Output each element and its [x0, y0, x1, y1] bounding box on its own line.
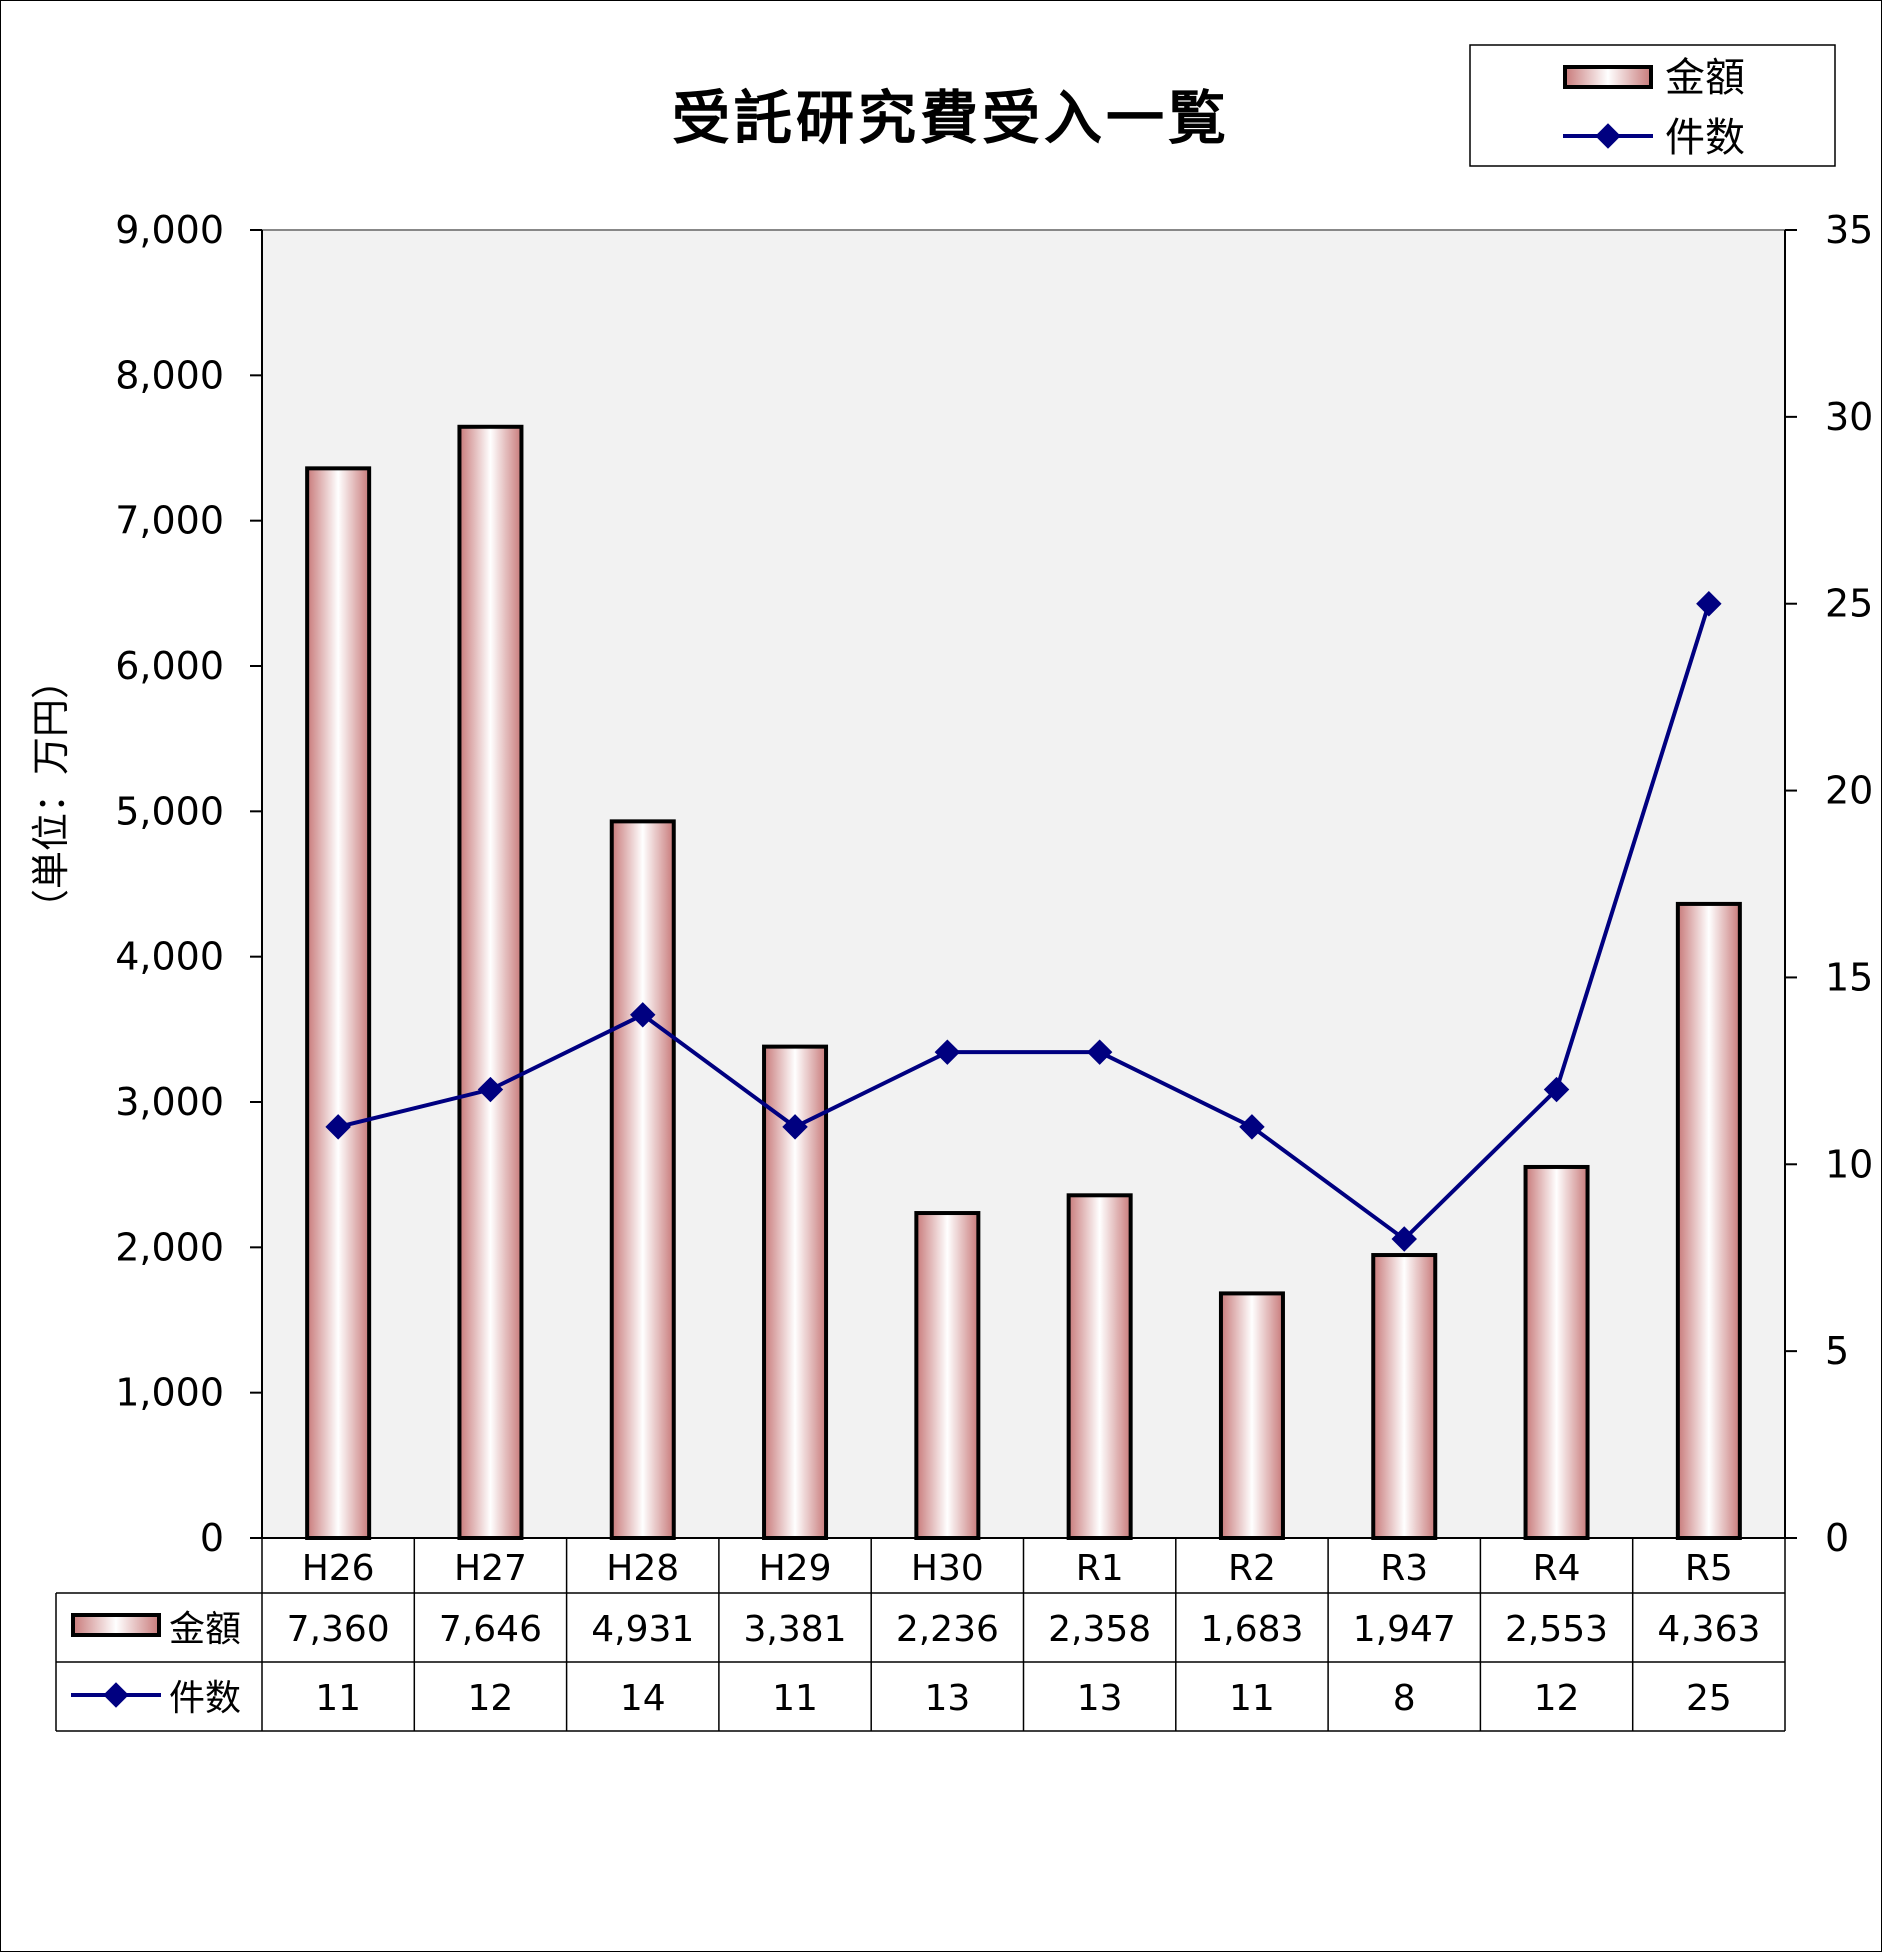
legend: 金額 件数 — [1469, 44, 1836, 167]
bar-series — [262, 424, 1785, 1541]
left-tick-label: 2,000 — [115, 1225, 224, 1269]
right-tick-label: 35 — [1825, 208, 1873, 252]
y-axis-label: （単位：万円） — [29, 661, 73, 927]
table-cell-amount: 1,683 — [1200, 1609, 1303, 1650]
table-cell-amount: 4,363 — [1657, 1609, 1760, 1650]
table-bar-swatch — [71, 1613, 161, 1637]
table-cell-amount: 1,947 — [1353, 1609, 1456, 1650]
table-row-header-count: 件数 — [169, 1678, 241, 1719]
table-cell-count: 12 — [468, 1678, 514, 1719]
bar — [1523, 1164, 1590, 1540]
table-cell-count: 11 — [315, 1678, 361, 1719]
legend-box — [1469, 44, 1836, 167]
left-tick-label: 3,000 — [115, 1080, 224, 1124]
right-tick-label: 15 — [1825, 955, 1873, 999]
table-cell-amount: 2,358 — [1048, 1609, 1151, 1650]
table-cell-amount: 2,236 — [896, 1609, 999, 1650]
left-tick-label: 0 — [200, 1516, 224, 1560]
table-cell-count: 13 — [1077, 1678, 1123, 1719]
bar — [1675, 901, 1742, 1540]
table-cell-count: 14 — [620, 1678, 666, 1719]
right-tick-label: 25 — [1825, 582, 1873, 626]
right-tick-label: 5 — [1825, 1329, 1849, 1373]
x-tick-label: H28 — [606, 1548, 679, 1589]
line-point — [630, 1002, 656, 1028]
table-row-header-amount: 金額 — [169, 1609, 241, 1650]
right-tick-label: 30 — [1825, 395, 1873, 439]
count-line — [337, 603, 1711, 1242]
table-cell-count: 13 — [924, 1678, 970, 1719]
x-tick-label: R3 — [1380, 1548, 1428, 1589]
x-tick-label: H26 — [302, 1548, 375, 1589]
left-tick-label: 1,000 — [115, 1371, 224, 1415]
table-cell-amount: 7,646 — [439, 1609, 542, 1650]
bar — [457, 424, 524, 1540]
right-tick-label: 20 — [1825, 769, 1873, 813]
left-tick-label: 5,000 — [115, 789, 224, 833]
table-cell-amount: 2,553 — [1505, 1609, 1608, 1650]
right-axis: 0 5 10 15 20 25 30 35 — [1784, 208, 1873, 1560]
bar — [1371, 1253, 1438, 1540]
left-axis: 0 1,000 2,000 3,000 4,000 5,000 6,000 7,000 8,00… — [115, 208, 263, 1560]
right-tick-label: 0 — [1825, 1516, 1849, 1560]
x-tick-label: H29 — [759, 1548, 832, 1589]
legend-label-count: 件数 — [1665, 115, 1745, 161]
table-cell-amount: 3,381 — [744, 1609, 847, 1650]
x-tick-label: R5 — [1685, 1548, 1733, 1589]
left-tick-label: 6,000 — [115, 644, 224, 688]
x-tick-label: R4 — [1533, 1548, 1581, 1589]
left-tick-label: 9,000 — [115, 208, 224, 252]
x-tick-label: H30 — [911, 1548, 984, 1589]
legend-bar-swatch — [1563, 65, 1653, 89]
bar — [609, 819, 676, 1540]
table-cell-count: 25 — [1686, 1678, 1732, 1719]
table-line-marker — [103, 1682, 129, 1708]
bar — [1218, 1291, 1285, 1541]
table-cell-count: 11 — [772, 1678, 818, 1719]
table-cell-amount: 4,931 — [591, 1609, 694, 1650]
table-cell-amount: 7,360 — [287, 1609, 390, 1650]
bar — [914, 1211, 981, 1540]
left-tick-label: 7,000 — [115, 499, 224, 543]
left-tick-label: 4,000 — [115, 935, 224, 979]
x-tick-label: R1 — [1076, 1548, 1124, 1589]
table-cell-count: 12 — [1534, 1678, 1580, 1719]
x-tick-label: R2 — [1228, 1548, 1276, 1589]
table-cell-count: 11 — [1229, 1678, 1275, 1719]
bar — [305, 466, 372, 1540]
bar — [1066, 1193, 1133, 1540]
legend-label-amount: 金額 — [1665, 55, 1745, 101]
chart-title: 受託研究費受入一覧 — [672, 84, 1230, 152]
left-tick-label: 8,000 — [115, 353, 224, 397]
right-tick-label: 10 — [1825, 1142, 1873, 1186]
x-tick-label: H27 — [454, 1548, 527, 1589]
table-cell-count: 8 — [1393, 1678, 1416, 1719]
